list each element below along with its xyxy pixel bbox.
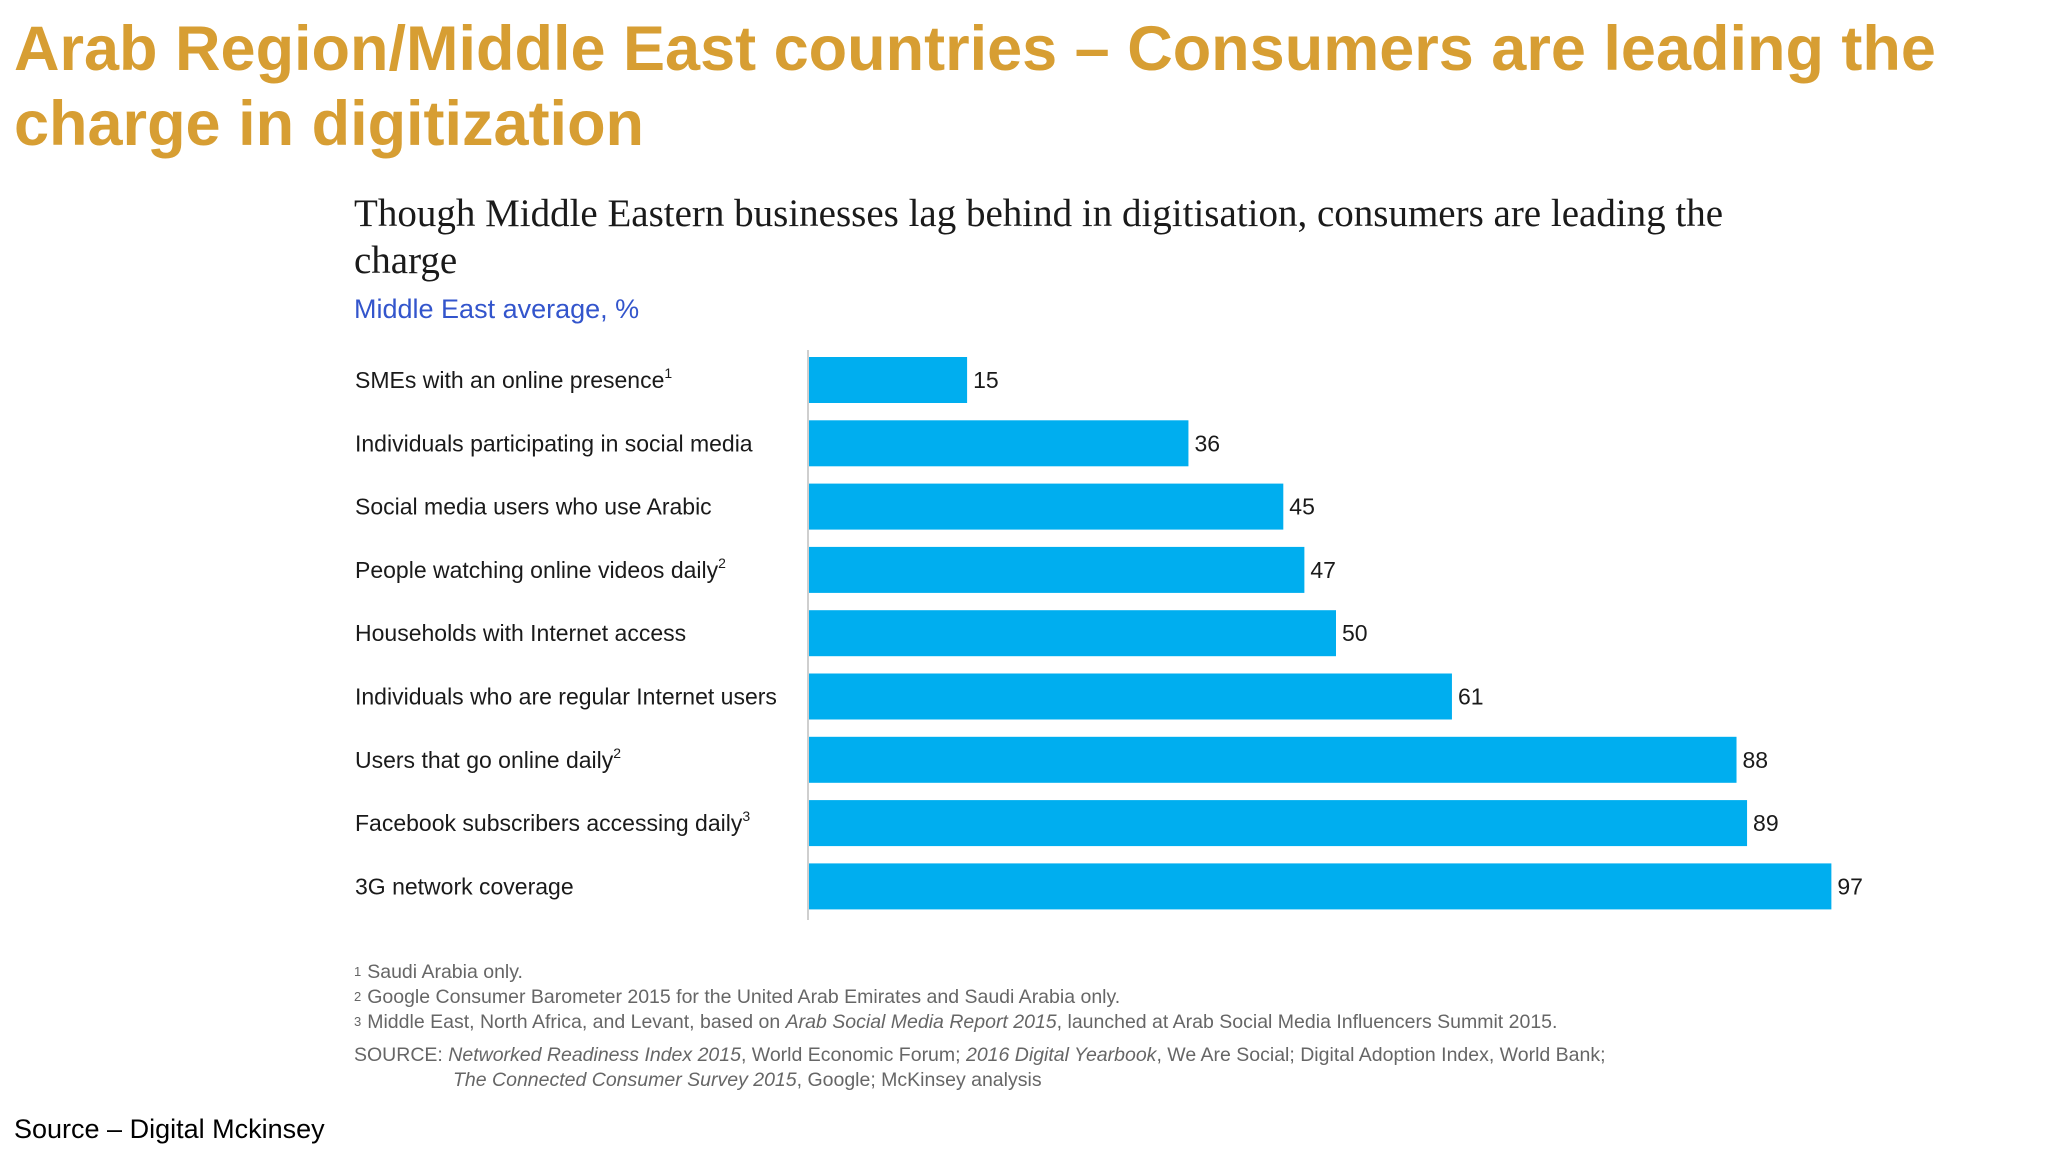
category-label-text: Individuals participating in social medi…: [355, 430, 753, 456]
source-publication: 2016 Digital Yearbook: [965, 1044, 1157, 1066]
category-label-text: Facebook subscribers accessing daily: [355, 810, 743, 836]
footnote-text: Middle East, North Africa, and Levant, b…: [367, 1011, 786, 1033]
footnote-text: , launched at Arab Social Media Influenc…: [1056, 1011, 1558, 1033]
footnote-1: 1 Saudi Arabia only.: [354, 960, 1854, 985]
data-label: 61: [1458, 684, 1484, 710]
source-publication: The Connected Consumer Survey 2015: [453, 1069, 797, 1091]
category-label-text: 3G network coverage: [355, 873, 574, 899]
footnote-text: Saudi Arabia only.: [367, 961, 523, 983]
category-label-text: People watching online videos daily: [355, 557, 719, 583]
bar-chart: SMEs with an online presence1 15 Individua…: [355, 350, 1863, 920]
category-label: Households with Internet access: [355, 620, 686, 646]
data-label: 47: [1310, 557, 1336, 583]
data-label: 50: [1342, 620, 1368, 646]
footnote-marker: 1: [664, 365, 672, 381]
source-line: The Connected Consumer Survey 2015, Goog…: [354, 1068, 1854, 1093]
source-text: , Google; McKinsey analysis: [796, 1069, 1042, 1091]
bar: [809, 610, 1336, 657]
bar: [809, 673, 1452, 720]
chart-subtitle: Middle East average, %: [354, 294, 640, 324]
category-label: 3G network coverage: [355, 873, 574, 899]
bar: [809, 736, 1737, 783]
footnote-report-title: Arab Social Media Report 2015: [785, 1011, 1057, 1033]
category-label: Individuals who are regular Internet use…: [355, 684, 777, 710]
footnotes: 1 Saudi Arabia only. 2 Google Consumer Bar…: [354, 960, 1854, 1093]
category-label: SMEs with an online presence1: [355, 365, 672, 393]
data-label: 89: [1753, 810, 1779, 836]
source-label: SOURCE:: [354, 1044, 449, 1066]
bar: [809, 357, 968, 403]
footnote-marker: 2: [613, 745, 621, 761]
category-label: Social media users who use Arabic: [355, 494, 712, 520]
footnote-marker: 3: [742, 808, 750, 824]
category-label: Individuals participating in social medi…: [355, 430, 753, 456]
category-label-text: Individuals who are regular Internet use…: [355, 684, 777, 710]
category-label: People watching online videos daily2: [355, 555, 726, 583]
footnote-marker: 2: [718, 555, 726, 571]
bar: [809, 863, 1832, 910]
source-line: SOURCE: Networked Readiness Index 2015, …: [354, 1043, 1854, 1068]
category-label-text: Social media users who use Arabic: [355, 494, 712, 520]
bar: [809, 546, 1305, 593]
data-label: 15: [973, 367, 999, 393]
data-label: 45: [1289, 494, 1315, 520]
source-text: , World Economic Forum;: [740, 1044, 966, 1066]
footnote-3: 3 Middle East, North Africa, and Levant, …: [354, 1010, 1854, 1035]
footnote-text: Google Consumer Barometer 2015 for the U…: [367, 986, 1121, 1008]
source-text: , We Are Social; Digital Adoption Index,…: [1156, 1044, 1606, 1066]
source-publication: Networked Readiness Index 2015: [448, 1044, 741, 1066]
footnote-number: 1: [354, 964, 362, 979]
data-label: 97: [1837, 873, 1863, 899]
data-label: 36: [1194, 430, 1220, 456]
category-label: Users that go online daily2: [355, 745, 621, 773]
category-label-text: Households with Internet access: [355, 620, 686, 646]
category-label-text: SMEs with an online presence: [355, 367, 664, 393]
bar: [809, 483, 1284, 530]
footnote-2: 2 Google Consumer Barometer 2015 for the …: [354, 985, 1854, 1010]
bar: [809, 800, 1748, 847]
footnote-number: 2: [354, 989, 362, 1004]
category-label: Facebook subscribers accessing daily3: [355, 808, 750, 836]
chart-title: Though Middle Eastern businesses lag beh…: [354, 192, 1724, 282]
category-label-text: Users that go online daily: [355, 747, 614, 773]
footnote-number: 3: [354, 1014, 362, 1029]
data-label: 88: [1743, 747, 1769, 773]
bar: [809, 420, 1189, 467]
footer-source: Source – Digital Mckinsey: [14, 1114, 325, 1144]
slide-title: Arab Region/Middle East countries – Cons…: [14, 14, 1936, 159]
source-block: SOURCE: Networked Readiness Index 2015, …: [354, 1043, 1854, 1093]
